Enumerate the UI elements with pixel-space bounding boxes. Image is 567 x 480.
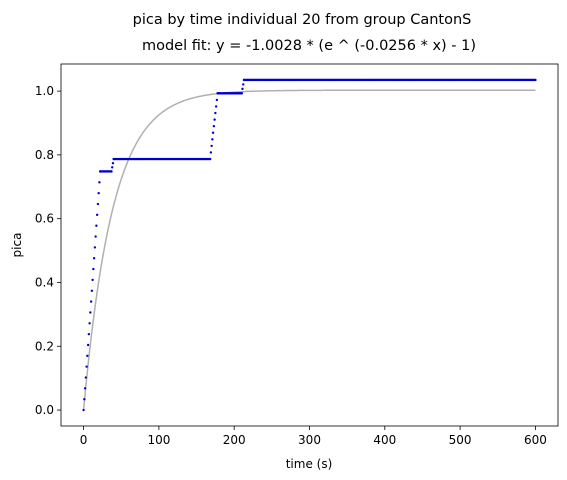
data-point [93, 246, 97, 249]
data-point [214, 111, 217, 115]
y-tick-label: 0.8 [35, 148, 54, 162]
x-tick-label: 100 [147, 433, 170, 447]
x-tick-label: 0 [80, 433, 88, 447]
y-tick-label: 0.0 [35, 403, 54, 417]
data-point [214, 105, 218, 108]
data-point [111, 161, 115, 165]
data-point [210, 144, 213, 148]
x-tick-label: 500 [449, 433, 472, 447]
chart-title: pica by time individual 20 from group Ca… [133, 12, 472, 28]
data-point [240, 92, 243, 95]
data-point [89, 300, 93, 303]
data-point [211, 131, 215, 134]
data-point [215, 98, 219, 102]
y-tick-label: 0.4 [35, 275, 54, 289]
data-point [241, 87, 244, 91]
data-point [98, 181, 101, 184]
chart-subtitle: model fit: y = -1.0028 * (e ^ (-0.0256 *… [142, 38, 476, 54]
y-tick-label: 0.2 [35, 339, 54, 353]
data-point [88, 322, 91, 325]
data-point [213, 118, 216, 121]
data-point [111, 166, 114, 169]
x-axis: 0 100 200 300 400 500 600 [80, 426, 547, 447]
data-point [83, 387, 87, 390]
data-point [87, 332, 91, 336]
data-point [534, 78, 537, 82]
data-point [92, 267, 95, 271]
data-point [212, 124, 216, 128]
fit-curve-layer [82, 89, 536, 411]
plot-area [60, 63, 559, 427]
y-tick-label: 1.0 [35, 84, 54, 98]
x-tick-label: 300 [298, 433, 321, 447]
data-point [242, 83, 245, 86]
y-axis-label: pica [10, 233, 24, 258]
x-tick-label: 400 [373, 433, 396, 447]
data-point [95, 213, 99, 217]
x-tick-label: 600 [524, 433, 547, 447]
data-point [209, 151, 213, 154]
x-axis-label: time (s) [286, 457, 333, 471]
data-point [208, 157, 212, 161]
data-points-layer [82, 78, 537, 412]
x-tick-label: 200 [223, 433, 246, 447]
data-point [85, 365, 88, 368]
fit-curve [82, 89, 536, 411]
y-tick-label: 0.6 [35, 212, 54, 226]
data-point [89, 311, 92, 314]
data-point [83, 398, 86, 401]
data-point [91, 278, 94, 282]
data-point [110, 170, 113, 173]
data-point [95, 224, 98, 227]
data-point [90, 289, 94, 292]
data-point [86, 343, 90, 347]
data-point [97, 191, 100, 195]
data-point [94, 235, 97, 238]
data-point [82, 408, 85, 412]
plot-frame [60, 63, 559, 427]
data-point [86, 354, 89, 358]
data-point [96, 202, 100, 206]
y-axis: 0.0 0.2 0.4 0.6 0.8 1.0 [35, 84, 61, 417]
data-point [211, 138, 214, 141]
data-point [84, 376, 88, 379]
data-point [92, 257, 96, 260]
